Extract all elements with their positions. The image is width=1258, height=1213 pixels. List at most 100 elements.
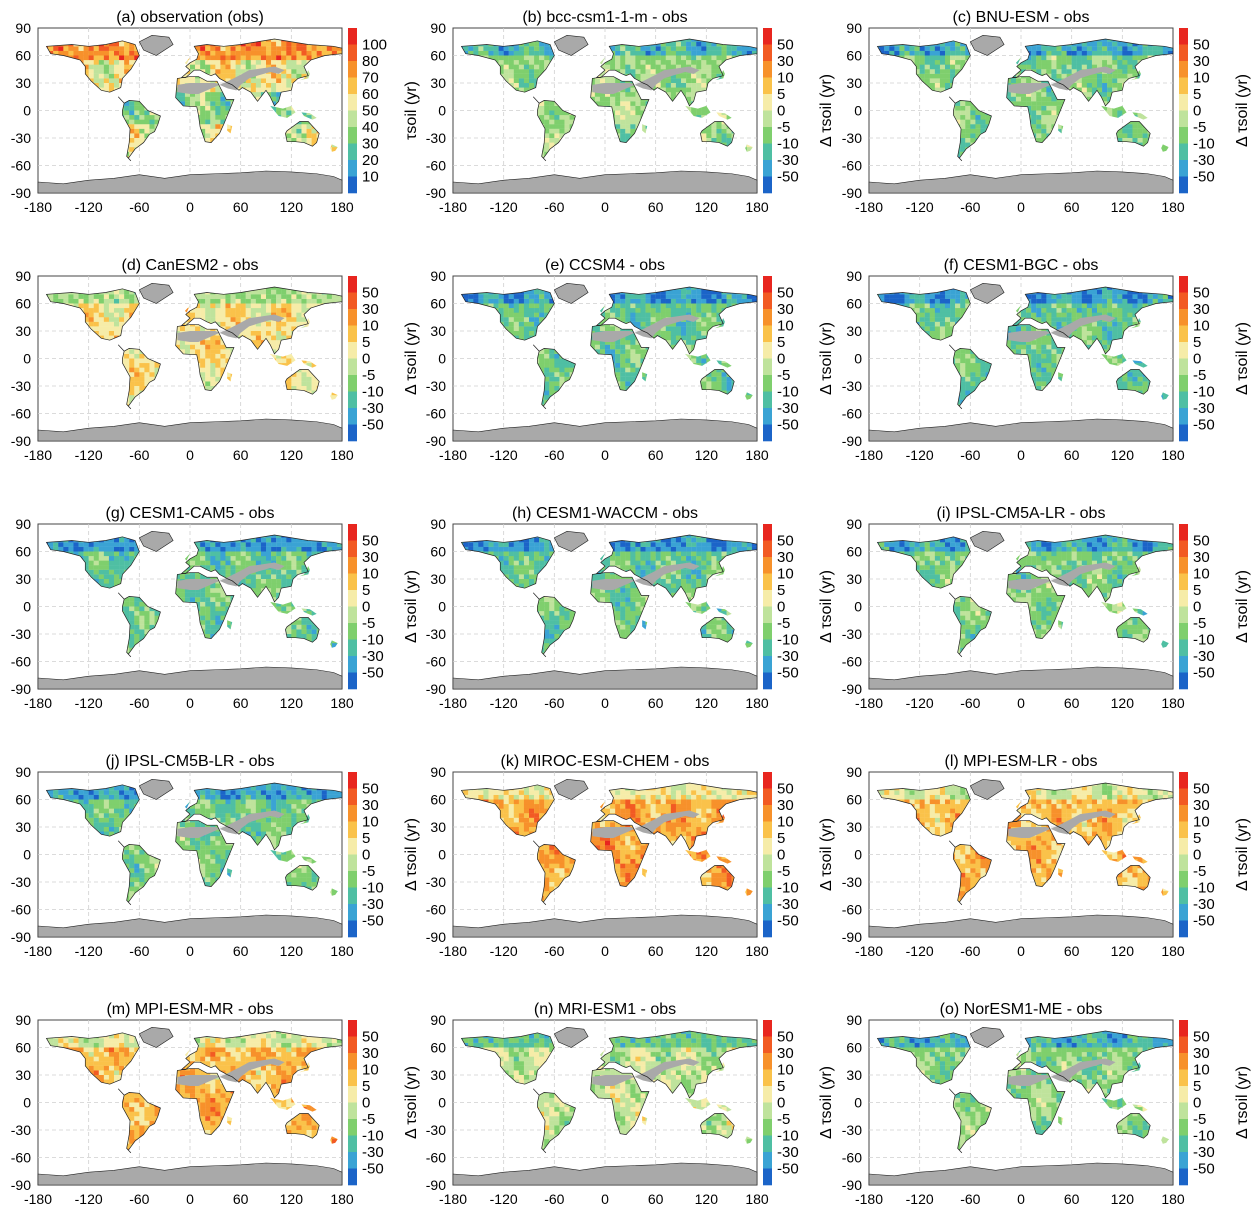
x-tick-label: 180	[1161, 447, 1185, 463]
colorbar-segment	[348, 639, 357, 657]
y-tick-label: 0	[854, 1095, 862, 1111]
colorbar-segment	[1179, 61, 1188, 78]
antarctica-mask	[869, 915, 1173, 937]
colorbar-tick-label: 5	[777, 86, 785, 103]
map-panel-i: (i) IPSL-CM5A-LR - obs -180 -120 -60 0 60 120 1…	[842, 505, 1251, 711]
x-tick-label: 180	[1161, 943, 1185, 959]
colorbar-tick-label: 30	[362, 797, 379, 814]
colorbar-tick-label: -50	[777, 665, 799, 682]
x-tick-label: 0	[601, 1191, 609, 1207]
coastline	[176, 1069, 234, 1135]
x-tick-label: 60	[648, 447, 664, 463]
colorbar-tick-label: -10	[777, 136, 799, 153]
colorbar-segment	[348, 1152, 357, 1169]
x-tick-label: 120	[280, 447, 304, 463]
colorbar-tick-label: 0	[1193, 1095, 1201, 1112]
y-tick-label: 60	[430, 48, 446, 64]
colorbar-segment	[348, 61, 357, 78]
colorbar-segment	[348, 805, 357, 822]
colorbar-segment	[1179, 573, 1188, 591]
colorbar-segment	[763, 1086, 772, 1103]
y-tick-label: -90	[11, 1177, 31, 1193]
coastline	[1013, 287, 1173, 354]
coastline	[1013, 39, 1173, 106]
colorbar-segment	[1179, 672, 1188, 690]
colorbar-tick-label: -30	[362, 400, 384, 417]
colorbar-tick-label: -50	[1193, 169, 1215, 186]
desert-mask	[177, 562, 285, 590]
coastline	[118, 841, 160, 905]
colorbar-label: Δ τsoil (yr)	[1234, 1066, 1251, 1139]
colorbar-tick-label: 0	[777, 1095, 785, 1112]
colorbar-tick-label: 30	[362, 1045, 379, 1062]
y-tick-label: 0	[23, 1095, 31, 1111]
colorbar-label: Δ τsoil (yr)	[1234, 570, 1251, 643]
x-tick-label: -60	[129, 199, 149, 215]
desert-mask	[177, 66, 285, 94]
colorbar-segment	[763, 772, 772, 789]
x-tick-label: -120	[75, 199, 103, 215]
x-tick-label: -180	[24, 943, 52, 959]
colorbar-tick-label: 5	[777, 582, 785, 599]
greenland-mask	[970, 779, 1004, 799]
desert-mask	[592, 562, 700, 590]
colorbar-segment	[348, 920, 357, 938]
colorbar-tick-label: -10	[1193, 632, 1215, 649]
colorbar-segment	[763, 524, 772, 541]
x-tick-label: 0	[186, 1191, 194, 1207]
y-tick-label: -30	[11, 130, 31, 146]
y-tick-label: -60	[426, 158, 446, 174]
desert-mask	[177, 314, 285, 342]
colorbar-tick-label: 50	[1193, 533, 1210, 550]
y-tick-label: 60	[15, 792, 31, 808]
x-tick-label: -120	[490, 199, 518, 215]
colorbar-segment	[763, 28, 772, 45]
colorbar-tick-label: 0	[1193, 351, 1201, 368]
y-tick-label: 60	[15, 544, 31, 560]
colorbar-tick-label: 20	[362, 152, 379, 169]
colorbar-tick-label: -30	[1193, 400, 1215, 417]
coastline	[461, 785, 554, 836]
coastline	[700, 1114, 734, 1139]
antarctica-mask	[869, 171, 1173, 193]
colorbar-tick-label: -30	[362, 896, 384, 913]
coastline	[46, 1033, 139, 1084]
colorbar-segment	[348, 524, 357, 541]
colorbar-label: Δ τsoil (yr)	[818, 1066, 835, 1139]
x-tick-label: -180	[855, 695, 883, 711]
colorbar-tick-label: 30	[777, 797, 794, 814]
colorbar-segment	[348, 1102, 357, 1120]
y-tick-label: 0	[23, 103, 31, 119]
y-tick-label: -90	[11, 433, 31, 449]
colorbar-tick-label: -30	[777, 1144, 799, 1161]
colorbar-tick-label: 0	[362, 847, 370, 864]
colorbar-segment	[348, 276, 357, 293]
panel-title: (l) MPI-ESM-LR - obs	[945, 753, 1098, 770]
colorbar-segment	[1179, 375, 1188, 392]
colorbar-segment	[763, 375, 772, 392]
colorbar-tick-label: -50	[362, 417, 384, 434]
desert-mask	[592, 1058, 700, 1086]
colorbar-segment	[348, 557, 357, 574]
colorbar-segment	[763, 1168, 772, 1186]
x-tick-label: -120	[490, 447, 518, 463]
colorbar-segment	[1179, 656, 1188, 673]
colorbar-segment	[763, 920, 772, 938]
colorbar-segment	[763, 639, 772, 657]
greenland-mask	[554, 531, 588, 551]
greenland-mask	[139, 779, 173, 799]
x-tick-label: 60	[233, 1191, 249, 1207]
colorbar-tick-label: -5	[777, 367, 790, 384]
colorbar-segment	[763, 44, 772, 62]
y-tick-label: 0	[854, 351, 862, 367]
colorbar-segment	[348, 110, 357, 128]
colorbar-segment	[348, 424, 357, 442]
colorbar-segment	[763, 276, 772, 293]
coastline	[182, 287, 342, 354]
colorbar-tick-label: 30	[1193, 797, 1210, 814]
colorbar-segment	[763, 1152, 772, 1169]
colorbar-segment	[348, 590, 357, 607]
coastline	[591, 325, 649, 391]
